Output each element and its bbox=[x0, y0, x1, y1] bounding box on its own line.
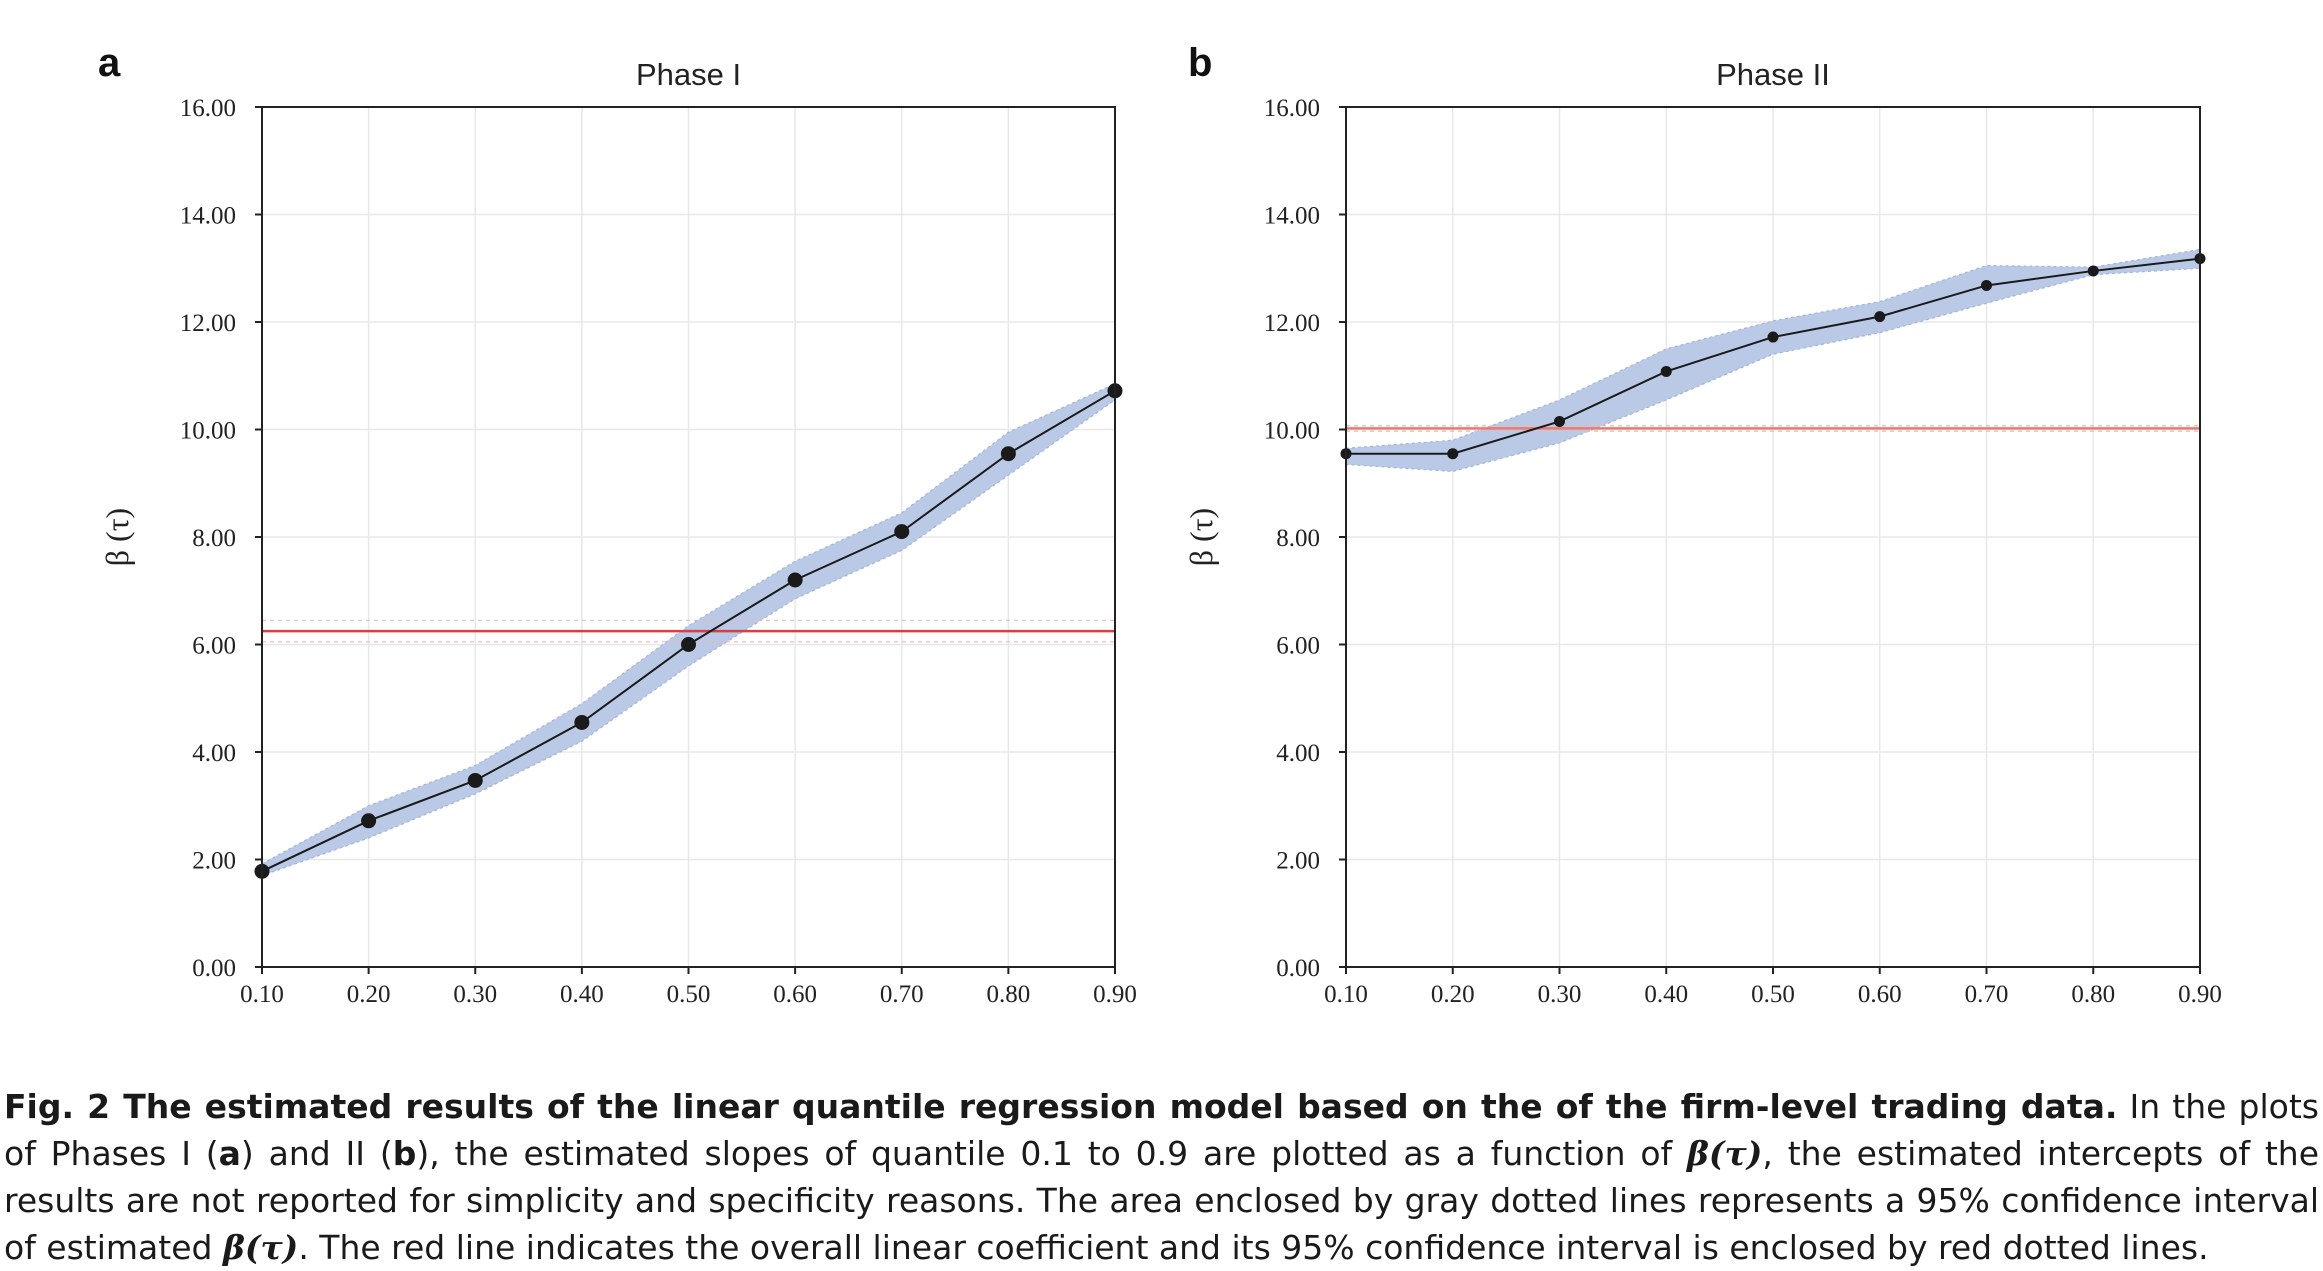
panel-a-chart: 0.10 0.20 0.30 0.40 0.50 0.60 0.70 0.80 0.90 0.00… bbox=[98, 41, 1137, 1030]
panel-b-x-tick-label-5: 0.60 bbox=[1858, 981, 1902, 1008]
panel-b-y-tick-label-8: 16.00 bbox=[1264, 95, 1320, 122]
panel-b-y-axis-label: β (τ) bbox=[1183, 508, 1219, 566]
panel-b-letter: b bbox=[1188, 41, 1212, 85]
panel-a-y-tick-label-2: 4.00 bbox=[192, 740, 236, 767]
panel-b-data-point-6 bbox=[1981, 279, 1992, 291]
figure-caption: Fig. 2 The estimated results of the line… bbox=[4, 1083, 2319, 1271]
panel-b-title: Phase II bbox=[1716, 57, 1830, 92]
panel-b-data-point-4 bbox=[1767, 331, 1779, 343]
panel-b-y-tick-label-6: 12.00 bbox=[1264, 310, 1320, 337]
panel-a-x-tick-label-4: 0.50 bbox=[667, 981, 711, 1008]
panel-b-x-tick-label-6: 0.70 bbox=[1965, 981, 2009, 1008]
panel-a-data-point-6 bbox=[894, 524, 910, 540]
panel-a-x-tick-label-2: 0.30 bbox=[453, 981, 497, 1008]
panel-a-y-tick-label-8: 16.00 bbox=[180, 95, 236, 122]
panel-a-y-tick-label-0: 0.00 bbox=[192, 955, 236, 982]
panel-b-x-tick-label-4: 0.50 bbox=[1751, 981, 1795, 1008]
caption-symbol-beta-2: β(τ) bbox=[222, 1228, 299, 1267]
caption-text-2: ) and II ( bbox=[240, 1134, 393, 1173]
panel-b-y-tick-label-0: 0.00 bbox=[1276, 955, 1320, 982]
panel-a-y-tick-label-4: 8.00 bbox=[192, 525, 236, 552]
caption-label: Fig. 2 The estimated results of the line… bbox=[4, 1087, 2118, 1126]
panel-b-x-tick-label-2: 0.30 bbox=[1538, 981, 1582, 1008]
caption-ref-b: b bbox=[392, 1134, 417, 1173]
panel-a-x-tick-label-5: 0.60 bbox=[773, 981, 817, 1008]
panel-b-y-tick-label-5: 10.00 bbox=[1264, 418, 1320, 445]
panel-b-y-tick-label-2: 4.00 bbox=[1276, 740, 1320, 767]
caption-text-4: , the estimated intercepts of the result… bbox=[4, 1134, 2319, 1267]
panel-b-x-axis-label: τ bbox=[1767, 1023, 1780, 1030]
panel-a-y-tick-label-6: 12.00 bbox=[180, 310, 236, 337]
panel-b-y-tick-label-7: 14.00 bbox=[1264, 203, 1320, 230]
panel-b-data-point-2 bbox=[1554, 415, 1565, 427]
panel-b-data-point-3 bbox=[1660, 365, 1672, 377]
caption-symbol-beta-1: β(τ) bbox=[1687, 1134, 1763, 1173]
panel-a-data-point-5 bbox=[787, 572, 803, 588]
panel-b-x-tick-label-1: 0.20 bbox=[1431, 981, 1475, 1008]
panel-b-x-tick-label-8: 0.90 bbox=[2178, 981, 2222, 1008]
panel-b-x-tick-label-0: 0.10 bbox=[1324, 981, 1368, 1008]
caption-text-3: ), the estimated slopes of quantile 0.1 … bbox=[416, 1134, 1688, 1173]
panel-b-data-point-1 bbox=[1447, 448, 1459, 460]
panel-a-y-tick-label-1: 2.00 bbox=[192, 848, 236, 875]
panel-a-x-tick-label-7: 0.80 bbox=[987, 981, 1031, 1008]
panel-a-data-point-3 bbox=[574, 714, 590, 730]
panel-a-x-tick-label-0: 0.10 bbox=[240, 981, 284, 1008]
panel-a-data-point-4 bbox=[681, 637, 696, 652]
caption-ref-a: a bbox=[218, 1134, 241, 1173]
panel-b-confidence-band bbox=[1345, 248, 2201, 473]
panel-a-y-tick-label-7: 14.00 bbox=[180, 203, 236, 230]
panel-b-data-point-7 bbox=[2087, 265, 2099, 277]
panel-a-x-axis-label: τ bbox=[682, 1023, 695, 1030]
panel-b-x-tick-label-7: 0.80 bbox=[2071, 981, 2115, 1008]
panel-b-x-tick-label-3: 0.40 bbox=[1644, 981, 1688, 1008]
panel-a-y-tick-label-3: 6.00 bbox=[192, 633, 236, 660]
panel-a-data-point-7 bbox=[1000, 446, 1016, 462]
panel-a-data-point-2 bbox=[467, 772, 483, 788]
panel-a-confidence-band bbox=[261, 382, 1116, 877]
panel-a-y-axis-label: β (τ) bbox=[99, 508, 135, 566]
panel-a-x-tick-label-8: 0.90 bbox=[1093, 981, 1137, 1008]
panel-a-x-tick-label-1: 0.20 bbox=[347, 981, 391, 1008]
panel-a-x-tick-label-3: 0.40 bbox=[560, 981, 604, 1008]
figure: 0.10 0.20 0.30 0.40 0.50 0.60 0.70 0.80 0.90 0.00… bbox=[98, 41, 2222, 1030]
panel-b-y-tick-label-1: 2.00 bbox=[1276, 848, 1320, 875]
panel-b-data-point-5 bbox=[1874, 311, 1886, 323]
panel-a-letter: a bbox=[98, 41, 121, 85]
panel-a-title: Phase I bbox=[636, 57, 741, 92]
panel-b-y-tick-label-4: 8.00 bbox=[1276, 525, 1320, 552]
panel-a-data-point-1 bbox=[361, 813, 377, 829]
panel-a-y-tick-label-5: 10.00 bbox=[180, 418, 236, 445]
panel-a-x-tick-label-6: 0.70 bbox=[880, 981, 924, 1008]
panel-b-y-tick-label-3: 6.00 bbox=[1276, 633, 1320, 660]
caption-text-5: . The red line indicates the overall lin… bbox=[298, 1228, 2209, 1267]
panel-b-chart: 0.10 0.20 0.30 0.40 0.50 0.60 0.70 0.80 0.90 0.00… bbox=[1183, 41, 2222, 1030]
caption-text-1: In the plots of Phases I ( bbox=[4, 1087, 2319, 1173]
